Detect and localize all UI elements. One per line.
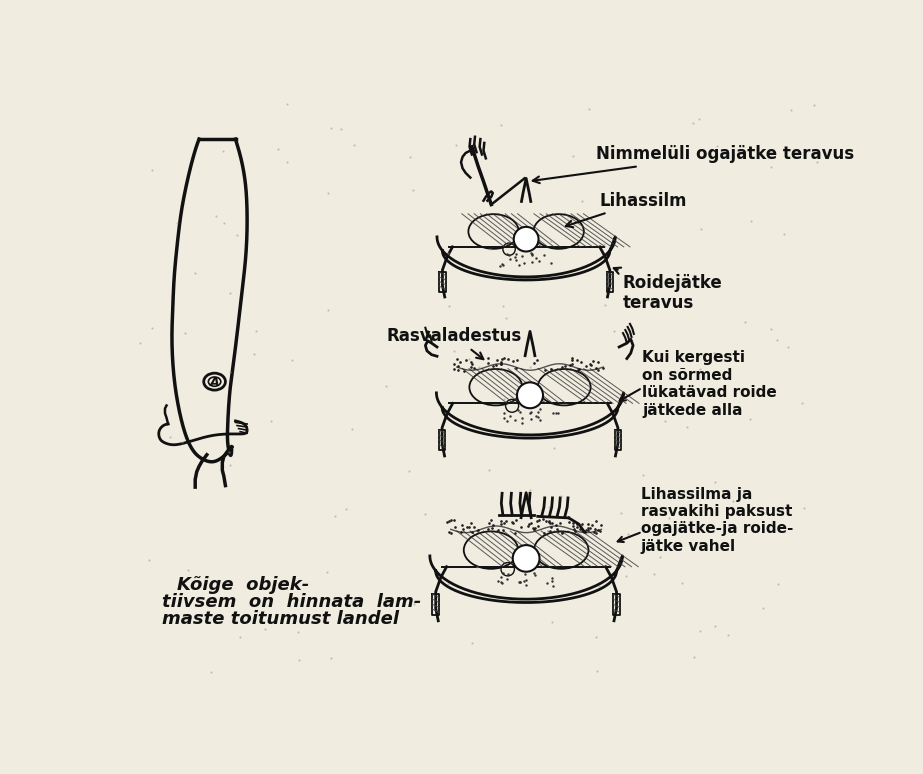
Text: Lihassilma ja
rasvakihi paksust
ogajätke-ja roide-
jätke vahel: Lihassilma ja rasvakihi paksust ogajätke… bbox=[641, 487, 793, 554]
Text: Lihassilm: Lihassilm bbox=[566, 192, 688, 227]
Text: A: A bbox=[210, 376, 220, 389]
Text: Roidejätke
teravus: Roidejätke teravus bbox=[614, 268, 723, 313]
Text: Kui kergesti
on sõrmed
lükatävad roide
jätkede alla: Kui kergesti on sõrmed lükatävad roide j… bbox=[642, 351, 777, 417]
Circle shape bbox=[517, 382, 543, 408]
Text: Kõige  objek-: Kõige objek- bbox=[177, 577, 309, 594]
Text: maste toitumust landel: maste toitumust landel bbox=[162, 611, 399, 628]
Text: Rasvaladestus: Rasvaladestus bbox=[387, 327, 521, 359]
Circle shape bbox=[514, 227, 538, 252]
Text: tiivsem  on  hinnata  lam-: tiivsem on hinnata lam- bbox=[162, 594, 421, 611]
Text: Nimmelüli ogajätke teravus: Nimmelüli ogajätke teravus bbox=[533, 146, 854, 183]
Circle shape bbox=[513, 545, 540, 572]
